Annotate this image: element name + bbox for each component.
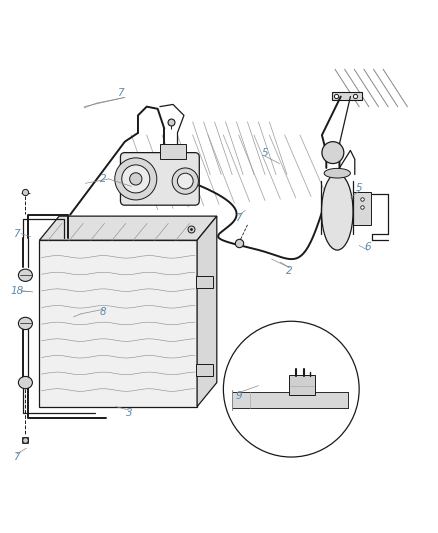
Polygon shape <box>39 216 217 240</box>
Circle shape <box>115 158 157 200</box>
Polygon shape <box>197 216 217 407</box>
FancyBboxPatch shape <box>353 192 371 225</box>
Circle shape <box>223 321 359 457</box>
Circle shape <box>322 142 344 164</box>
FancyBboxPatch shape <box>196 276 213 288</box>
Text: 3: 3 <box>126 408 133 418</box>
Text: 6: 6 <box>364 242 371 252</box>
Text: 9: 9 <box>235 391 242 401</box>
Text: 5: 5 <box>356 183 363 192</box>
FancyBboxPatch shape <box>196 364 213 376</box>
Text: 7: 7 <box>13 452 20 462</box>
Text: 7: 7 <box>13 229 20 239</box>
FancyBboxPatch shape <box>120 152 199 205</box>
Ellipse shape <box>18 376 32 389</box>
Ellipse shape <box>324 168 350 178</box>
Circle shape <box>177 173 193 189</box>
FancyBboxPatch shape <box>332 92 362 100</box>
Text: 5: 5 <box>261 148 268 158</box>
Circle shape <box>122 165 150 193</box>
Text: 2: 2 <box>99 174 106 184</box>
FancyBboxPatch shape <box>160 144 186 159</box>
FancyBboxPatch shape <box>232 392 348 408</box>
Text: 2: 2 <box>286 266 293 276</box>
Text: 7: 7 <box>235 213 242 223</box>
Text: 8: 8 <box>99 308 106 318</box>
Ellipse shape <box>18 317 32 329</box>
Circle shape <box>130 173 142 185</box>
FancyBboxPatch shape <box>289 375 315 395</box>
Ellipse shape <box>18 269 32 281</box>
Text: 7: 7 <box>117 88 124 99</box>
Circle shape <box>172 168 198 194</box>
FancyBboxPatch shape <box>39 240 197 407</box>
Ellipse shape <box>321 173 353 250</box>
Text: 18: 18 <box>10 286 23 296</box>
